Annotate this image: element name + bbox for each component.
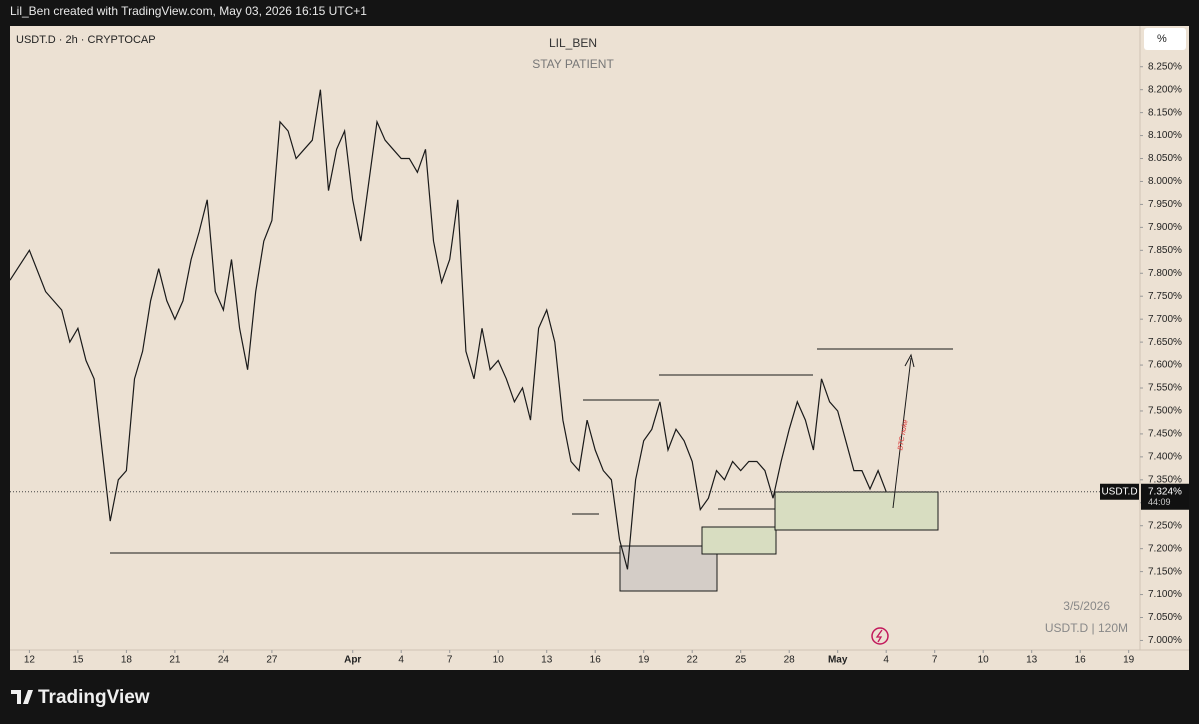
scale-button-label[interactable]: %: [1157, 33, 1167, 45]
y-tick-label: 7.150%: [1148, 566, 1182, 577]
y-tick-label: 7.350%: [1148, 474, 1182, 485]
x-tick-label: 28: [784, 655, 796, 666]
x-tick-label: 24: [218, 655, 230, 666]
x-tick-label: 13: [1026, 655, 1038, 666]
x-tick-label: 15: [72, 655, 84, 666]
zone-box: [774, 491, 939, 531]
y-tick-label: 7.700%: [1148, 314, 1182, 325]
symbol: USDT.D · 2h · CRYPTOCAP: [16, 34, 156, 46]
zone-box: [619, 545, 718, 592]
annotation: USDT.D | 120M: [1045, 621, 1128, 635]
y-tick-label: 7.950%: [1148, 199, 1182, 210]
y-tick-label: 8.100%: [1148, 130, 1182, 141]
x-tick-label: 18: [121, 655, 133, 666]
y-tick-label: 8.150%: [1148, 107, 1182, 118]
x-tick-label: 10: [978, 655, 990, 666]
y-tick-label: 7.450%: [1148, 429, 1182, 440]
y-tick-label: 8.200%: [1148, 84, 1182, 95]
y-tick-label: 7.850%: [1148, 245, 1182, 256]
arrow: [892, 357, 912, 509]
scale-button[interactable]: [1144, 28, 1186, 50]
y-tick-label: 8.050%: [1148, 153, 1182, 164]
y-tick-label: 8.000%: [1148, 176, 1182, 187]
credit: Lil_Ben created with TradingView.com, Ma…: [10, 4, 367, 18]
y-tick-label: 7.050%: [1148, 612, 1182, 623]
x-tick-label: 7: [932, 655, 938, 666]
x-tick-label: 4: [398, 655, 404, 666]
x-tick-label: 16: [1075, 655, 1087, 666]
x-tick-label: 22: [687, 655, 699, 666]
x-tick-label: 7: [447, 655, 453, 666]
y-tick-label: 7.100%: [1148, 589, 1182, 600]
x-tick-label: 19: [1123, 655, 1135, 666]
zone-box: [701, 526, 777, 555]
icon: [875, 629, 883, 643]
y-tick-label: 7.650%: [1148, 337, 1182, 348]
y-tick-label: 7.000%: [1148, 635, 1182, 646]
x-tick-label: May: [828, 655, 848, 666]
chart-subtitle: STAY PATIENT: [532, 57, 614, 71]
y-tick-label: 7.200%: [1148, 543, 1182, 554]
price-tag-label: 7.324%: [1148, 486, 1182, 497]
y-tick-label: 7.600%: [1148, 360, 1182, 371]
x-tick-label: 13: [541, 655, 553, 666]
x-tick-label: 12: [24, 655, 36, 666]
symbol-tag-label: USDT.D: [1101, 486, 1137, 497]
y-tick-label: 8.250%: [1148, 61, 1182, 72]
x-tick-label: Apr: [344, 655, 361, 666]
y-tick-label: 7.550%: [1148, 383, 1182, 394]
countdown: 44:09: [1148, 497, 1171, 507]
x-tick-label: 27: [266, 655, 278, 666]
x-tick-label: 10: [493, 655, 505, 666]
icon[interactable]: [871, 627, 889, 645]
annotation: 3/5/2026: [1063, 599, 1110, 613]
arrow-head: [904, 353, 915, 368]
x-tick-label: 19: [638, 655, 650, 666]
logo-mark: [11, 690, 33, 704]
x-tick-label: 21: [169, 655, 181, 666]
chart-background: [10, 26, 1189, 670]
y-tick-label: 7.900%: [1148, 222, 1182, 233]
y-tick-label: 7.800%: [1148, 268, 1182, 279]
x-tick-label: 16: [590, 655, 602, 666]
price-line: [9, 89, 887, 570]
chart-title: LIL_BEN: [549, 36, 597, 50]
logo: TradingView: [38, 687, 150, 708]
y-tick-label: 7.250%: [1148, 520, 1182, 531]
x-tick-label: 4: [883, 655, 889, 666]
price-tag: [1141, 483, 1189, 510]
y-tick-label: 7.500%: [1148, 406, 1182, 417]
y-tick-label: 7.400%: [1148, 452, 1182, 463]
x-tick-label: 25: [735, 655, 747, 666]
symbol-tag: [1100, 483, 1139, 500]
y-tick-label: 7.750%: [1148, 291, 1182, 302]
